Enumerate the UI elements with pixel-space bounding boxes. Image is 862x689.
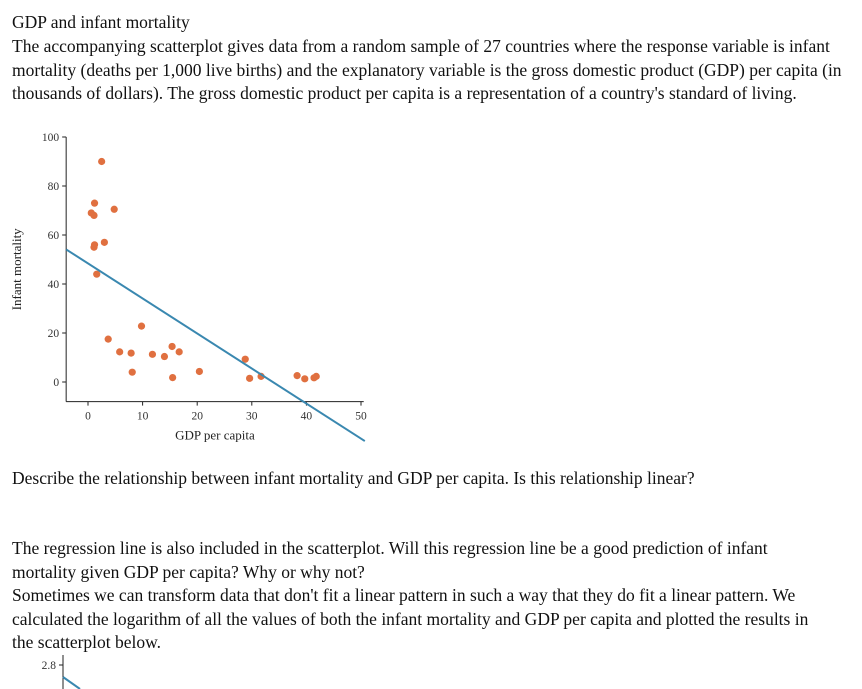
data-point xyxy=(168,342,176,351)
data-point xyxy=(110,205,118,213)
x-tick-label: 30 xyxy=(246,411,258,423)
data-point xyxy=(128,368,136,376)
data-point xyxy=(312,372,320,380)
problem-title: GDP and infant mortality xyxy=(12,12,190,32)
data-point xyxy=(137,322,146,330)
y-tick-label: 40 xyxy=(48,279,60,291)
data-point xyxy=(98,157,106,166)
x-tick-label: 10 xyxy=(137,411,149,423)
data-point xyxy=(93,270,101,278)
y-tick-label: 2.8 xyxy=(42,660,57,672)
regression-line xyxy=(62,676,81,689)
y-axis-label: Infant mortality xyxy=(9,228,24,310)
data-point xyxy=(169,373,177,382)
intro-paragraph: The accompanying scatterplot gives data … xyxy=(12,36,842,103)
data-point xyxy=(246,374,254,382)
data-point xyxy=(301,375,309,383)
data-point xyxy=(293,372,301,380)
data-point xyxy=(100,238,108,246)
x-tick-label: 0 xyxy=(85,411,91,423)
data-point xyxy=(90,211,98,219)
data-point xyxy=(90,243,98,251)
y-tick-label: 60 xyxy=(48,230,60,242)
y-tick-label: 0 xyxy=(53,377,59,389)
x-axis-label: GDP per capita xyxy=(175,428,255,443)
regression-line xyxy=(65,248,366,442)
y-tick-label: 20 xyxy=(48,328,60,340)
transform-paragraph: Sometimes we can transform data that don… xyxy=(12,585,809,652)
y-tick-label: 100 xyxy=(42,132,60,144)
data-point xyxy=(160,352,169,361)
data-point xyxy=(104,335,112,343)
question-linear-relationship: Describe the relationship between infant… xyxy=(12,468,695,488)
data-point xyxy=(241,355,249,363)
data-point xyxy=(116,348,124,356)
x-tick-label: 50 xyxy=(355,411,367,423)
data-point xyxy=(127,349,135,357)
data-point xyxy=(175,348,183,356)
data-point xyxy=(148,350,157,358)
x-tick-label: 20 xyxy=(191,411,203,423)
data-point xyxy=(90,199,99,207)
question-regression-line: The regression line is also included in … xyxy=(12,538,768,582)
data-point xyxy=(195,367,203,376)
x-tick-label: 40 xyxy=(301,411,313,423)
y-tick-label: 80 xyxy=(48,181,60,193)
